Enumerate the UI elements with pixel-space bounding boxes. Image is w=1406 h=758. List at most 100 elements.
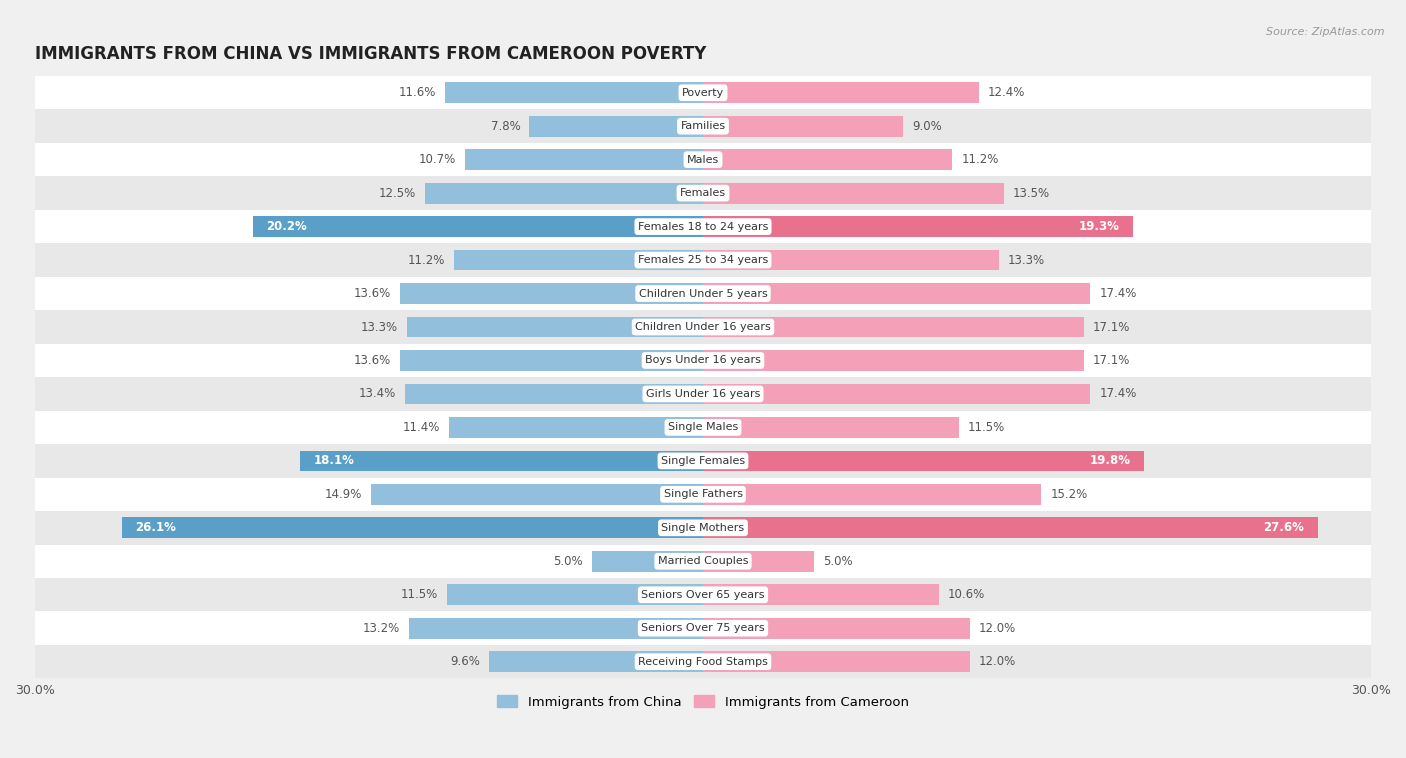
Bar <box>703 216 1133 237</box>
Text: 12.4%: 12.4% <box>988 86 1025 99</box>
Bar <box>35 612 1371 645</box>
Text: 13.5%: 13.5% <box>1012 186 1050 199</box>
Text: IMMIGRANTS FROM CHINA VS IMMIGRANTS FROM CAMEROON POVERTY: IMMIGRANTS FROM CHINA VS IMMIGRANTS FROM… <box>35 45 706 64</box>
Bar <box>253 216 703 237</box>
Text: Females: Females <box>681 188 725 198</box>
Bar <box>35 411 1371 444</box>
Text: Single Fathers: Single Fathers <box>664 490 742 500</box>
Bar <box>35 210 1371 243</box>
Text: Married Couples: Married Couples <box>658 556 748 566</box>
Text: Poverty: Poverty <box>682 88 724 98</box>
Bar <box>489 651 703 672</box>
Bar <box>703 149 952 170</box>
Bar <box>703 651 970 672</box>
Text: Females 25 to 34 years: Females 25 to 34 years <box>638 255 768 265</box>
Bar <box>299 450 703 471</box>
Bar <box>35 76 1371 109</box>
Text: 12.0%: 12.0% <box>979 655 1017 669</box>
Bar <box>35 511 1371 544</box>
Bar <box>35 645 1371 678</box>
Text: 15.2%: 15.2% <box>1050 488 1088 501</box>
Text: 27.6%: 27.6% <box>1264 522 1305 534</box>
Bar <box>592 551 703 572</box>
Bar <box>35 444 1371 478</box>
Text: Boys Under 16 years: Boys Under 16 years <box>645 356 761 365</box>
Text: Families: Families <box>681 121 725 131</box>
Bar <box>35 478 1371 511</box>
Bar <box>703 183 1004 203</box>
Bar <box>465 149 703 170</box>
Text: 17.1%: 17.1% <box>1092 321 1130 334</box>
Text: 13.6%: 13.6% <box>354 287 391 300</box>
Text: Girls Under 16 years: Girls Under 16 years <box>645 389 761 399</box>
Bar <box>703 551 814 572</box>
Bar <box>444 83 703 103</box>
Text: 13.4%: 13.4% <box>359 387 395 400</box>
Text: 5.0%: 5.0% <box>824 555 853 568</box>
Text: 11.5%: 11.5% <box>967 421 1005 434</box>
Bar <box>35 243 1371 277</box>
Text: 13.6%: 13.6% <box>354 354 391 367</box>
Text: 17.1%: 17.1% <box>1092 354 1130 367</box>
Bar <box>401 283 703 304</box>
Bar <box>35 377 1371 411</box>
Text: 9.0%: 9.0% <box>912 120 942 133</box>
Bar <box>447 584 703 605</box>
Text: Single Males: Single Males <box>668 422 738 432</box>
Text: 5.0%: 5.0% <box>553 555 582 568</box>
Text: 13.2%: 13.2% <box>363 622 401 634</box>
Text: 20.2%: 20.2% <box>267 220 308 233</box>
Text: 19.8%: 19.8% <box>1090 454 1130 468</box>
Bar <box>35 343 1371 377</box>
Text: Single Females: Single Females <box>661 456 745 466</box>
Bar <box>35 310 1371 343</box>
Text: 26.1%: 26.1% <box>135 522 176 534</box>
Text: 11.4%: 11.4% <box>404 421 440 434</box>
Bar <box>703 83 979 103</box>
Text: 13.3%: 13.3% <box>1008 254 1045 267</box>
Text: 11.2%: 11.2% <box>408 254 444 267</box>
Text: 7.8%: 7.8% <box>491 120 520 133</box>
Text: 11.2%: 11.2% <box>962 153 998 166</box>
Text: 11.5%: 11.5% <box>401 588 439 601</box>
Bar <box>406 317 703 337</box>
Bar <box>35 143 1371 177</box>
Bar <box>409 618 703 638</box>
Bar <box>703 450 1144 471</box>
Bar <box>425 183 703 203</box>
Bar <box>703 518 1317 538</box>
Text: 17.4%: 17.4% <box>1099 387 1137 400</box>
Bar <box>703 249 1000 271</box>
Bar <box>35 578 1371 612</box>
Bar <box>35 544 1371 578</box>
Text: 17.4%: 17.4% <box>1099 287 1137 300</box>
Bar <box>35 277 1371 310</box>
Bar <box>405 384 703 404</box>
Bar <box>35 177 1371 210</box>
Text: 14.9%: 14.9% <box>325 488 363 501</box>
Bar <box>703 584 939 605</box>
Bar <box>703 618 970 638</box>
Bar <box>703 116 904 136</box>
Text: Children Under 5 years: Children Under 5 years <box>638 289 768 299</box>
Legend: Immigrants from China, Immigrants from Cameroon: Immigrants from China, Immigrants from C… <box>492 690 914 714</box>
Bar <box>449 417 703 438</box>
Text: 18.1%: 18.1% <box>314 454 354 468</box>
Bar <box>703 317 1084 337</box>
Text: 13.3%: 13.3% <box>361 321 398 334</box>
Text: Source: ZipAtlas.com: Source: ZipAtlas.com <box>1267 27 1385 36</box>
Bar <box>371 484 703 505</box>
Bar <box>703 283 1091 304</box>
Text: Single Mothers: Single Mothers <box>661 523 745 533</box>
Bar <box>703 417 959 438</box>
Bar <box>122 518 703 538</box>
Text: 10.6%: 10.6% <box>948 588 986 601</box>
Bar <box>529 116 703 136</box>
Text: Children Under 16 years: Children Under 16 years <box>636 322 770 332</box>
Text: 11.6%: 11.6% <box>398 86 436 99</box>
Bar <box>703 484 1042 505</box>
Bar <box>703 384 1091 404</box>
Text: 10.7%: 10.7% <box>419 153 456 166</box>
Text: 12.0%: 12.0% <box>979 622 1017 634</box>
Text: Females 18 to 24 years: Females 18 to 24 years <box>638 221 768 232</box>
